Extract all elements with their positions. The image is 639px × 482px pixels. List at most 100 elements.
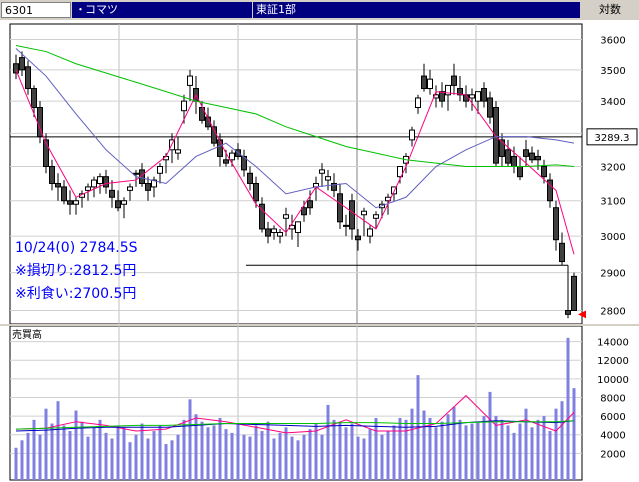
volume-bar	[380, 434, 384, 480]
candle-body	[439, 91, 445, 102]
volume-bar	[182, 419, 186, 480]
candle-body	[487, 97, 493, 118]
volume-bar	[200, 421, 204, 480]
volume-bar	[284, 427, 288, 480]
volume-bar	[62, 425, 66, 480]
volume-bar	[38, 434, 42, 480]
volume-bar	[482, 416, 486, 480]
volume-tick-label: 8000	[600, 393, 625, 404]
candle-body	[181, 100, 187, 112]
volume-bar	[470, 423, 474, 480]
candle-body	[253, 182, 259, 202]
volume-bar	[560, 401, 564, 480]
volume-bar	[314, 423, 318, 480]
stock-chart[interactable]: 3600350034003300320031003000290028003289…	[0, 20, 639, 482]
candle-body	[571, 275, 577, 311]
volume-bar	[518, 423, 522, 480]
volume-bar	[428, 417, 432, 480]
volume-bar	[566, 337, 570, 480]
candle-body	[469, 94, 475, 99]
volume-bar	[458, 419, 462, 480]
candle-body	[307, 200, 313, 209]
annotation-text: 10/24(0) 2784.5S	[15, 240, 138, 256]
volume-bar	[398, 417, 402, 480]
volume-bar	[350, 423, 354, 480]
candle-body	[565, 310, 571, 315]
volume-bar	[176, 434, 180, 480]
volume-bar	[368, 429, 372, 480]
volume-tick-label: 14000	[597, 338, 629, 349]
volume-bar	[212, 425, 216, 480]
volume-bar	[230, 432, 234, 480]
candle-body	[61, 186, 67, 202]
candle-body	[283, 214, 289, 219]
price-tick-label: 3400	[600, 97, 625, 108]
candle-body	[13, 63, 19, 74]
volume-bar	[242, 434, 246, 480]
annotation-layer: 売買高 10/24(0) 2784.5S ※損切り:2812.5円 ※利食い:2700…	[12, 240, 138, 341]
stock-code-field[interactable]: 6301	[1, 2, 71, 18]
candle-body	[553, 207, 559, 241]
price-tick-label: 3500	[600, 66, 625, 77]
candle-body	[529, 152, 535, 161]
candle-body	[433, 94, 439, 99]
candle-body	[499, 139, 505, 157]
candle-body	[127, 186, 133, 191]
volume-bar	[86, 436, 90, 480]
candle-body	[217, 139, 223, 157]
candle-body	[241, 155, 247, 171]
volume-bar	[56, 401, 60, 480]
log-scale-toggle[interactable]: 対数	[583, 2, 637, 18]
volume-bar	[50, 423, 54, 480]
candle-body	[493, 106, 499, 164]
volume-bar	[74, 410, 78, 480]
volume-bar	[44, 408, 48, 480]
volume-bar	[260, 431, 264, 480]
candle-body	[373, 214, 379, 219]
chart-window-titlebar: 6301 ・コマツ 東証1部 対数	[0, 0, 639, 20]
candle-body	[505, 149, 511, 164]
volume-bar	[296, 440, 300, 480]
candle-body	[31, 88, 37, 108]
candle-body	[49, 166, 55, 184]
volume-tick-label: 2000	[600, 449, 625, 460]
candle-body	[541, 166, 547, 178]
candle-body	[343, 224, 349, 227]
candle-body	[295, 221, 301, 234]
volume-bar	[236, 423, 240, 480]
candle-body	[121, 200, 127, 205]
volume-bar	[554, 408, 558, 480]
volume-bar	[476, 421, 480, 480]
volume-bar	[26, 432, 30, 480]
volume-bar	[326, 404, 330, 480]
volume-ma-mid-line	[15, 420, 575, 432]
annotation-text: ※利食い:2700.5円	[15, 285, 136, 302]
volume-bar	[446, 414, 450, 480]
candle-body	[55, 182, 61, 188]
volume-bar	[530, 427, 534, 480]
volume-bar	[548, 431, 552, 480]
volume-bar	[506, 425, 510, 480]
volume-bar	[122, 427, 126, 480]
candle-body	[523, 149, 529, 157]
candle-body	[427, 78, 433, 90]
candle-body	[301, 207, 307, 216]
candle-body	[109, 189, 115, 198]
volume-bar	[308, 429, 312, 480]
volume-bar	[134, 434, 138, 480]
volume-bar	[128, 442, 132, 480]
price-tick-label: 3000	[600, 232, 625, 243]
volume-bar	[290, 436, 294, 480]
candle-body	[157, 166, 163, 174]
candle-body	[355, 235, 361, 241]
candle-body	[229, 152, 235, 161]
volume-bar	[158, 425, 162, 480]
stock-name-field[interactable]: ・コマツ	[72, 2, 252, 18]
candle-body	[145, 182, 151, 191]
volume-bar	[500, 419, 504, 480]
candle-body	[91, 179, 97, 188]
volume-bar	[98, 419, 102, 480]
candle-body	[535, 155, 541, 161]
candle-body	[43, 139, 49, 168]
panel-splitter	[0, 324, 639, 326]
